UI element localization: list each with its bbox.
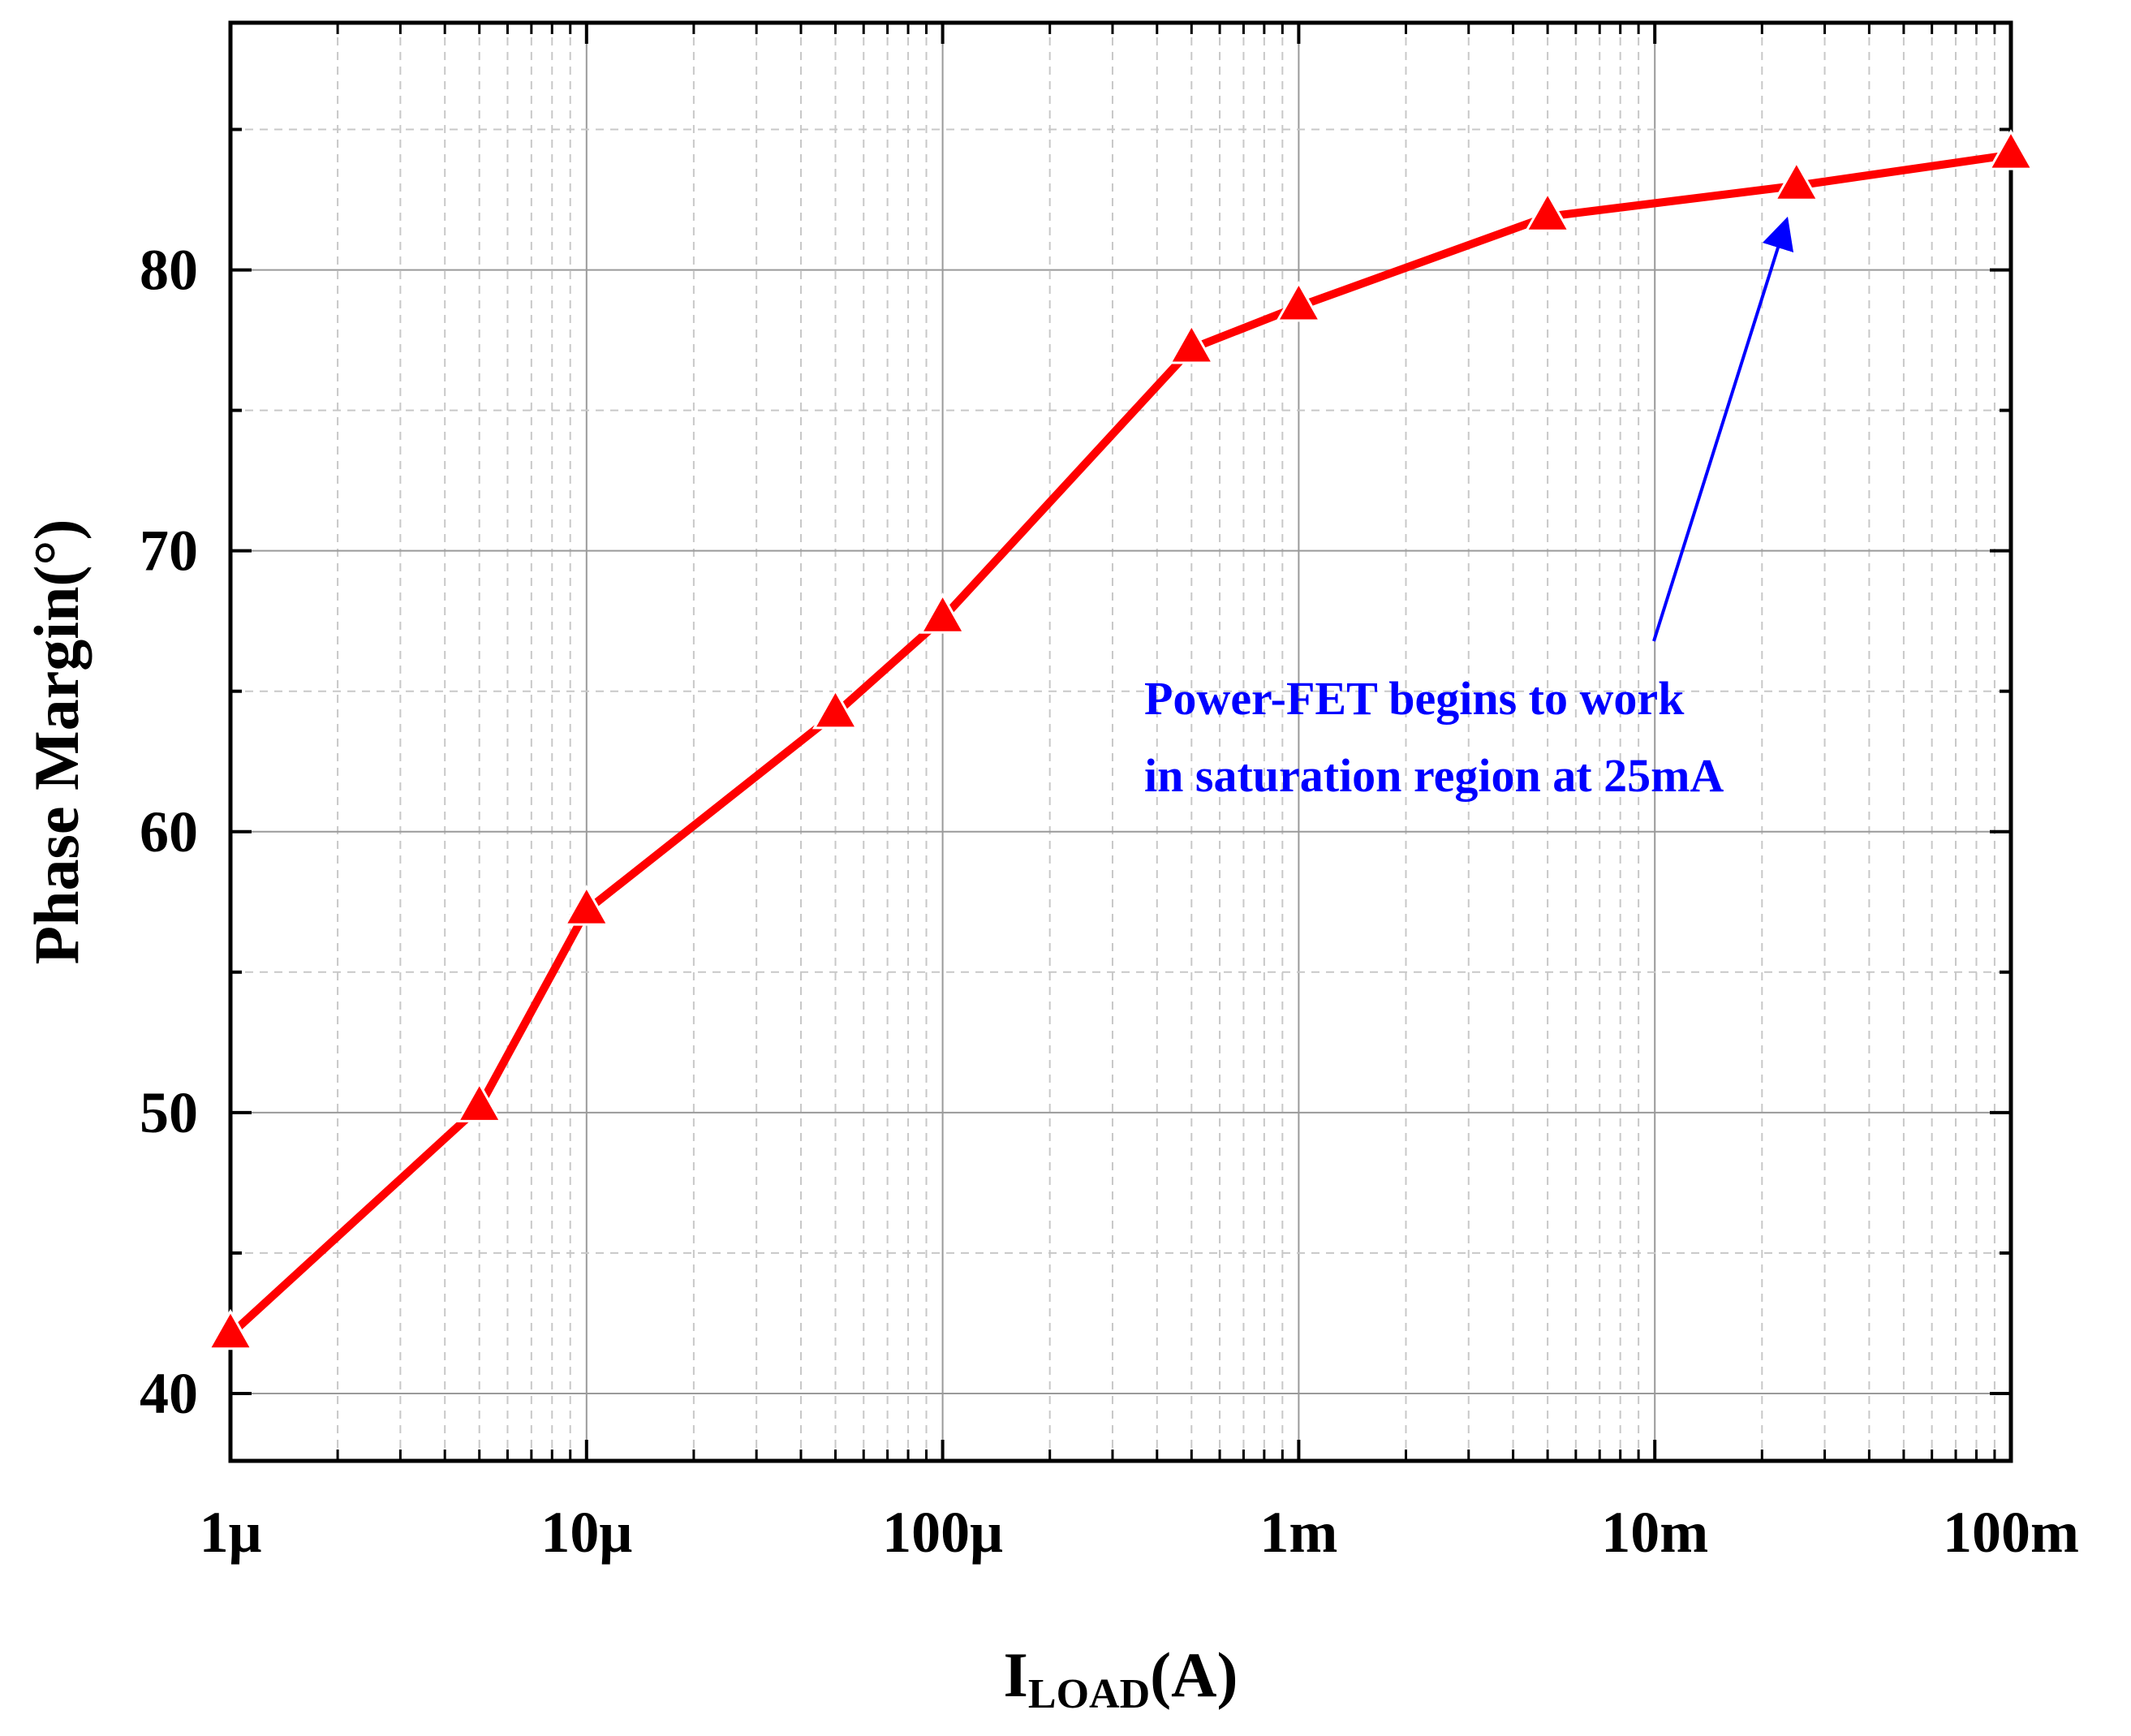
x-axis-title-unit: (A): [1150, 1639, 1238, 1710]
x-axis-title-subscript: LOAD: [1028, 1671, 1150, 1717]
plot-frame: [228, 20, 2013, 1463]
x-axis-title: ILOAD(A): [1004, 1639, 1238, 1717]
data-point-marker: [1524, 191, 1571, 232]
x-tick-label: 100μ: [882, 1500, 1003, 1565]
y-tick-label: 70: [140, 519, 198, 584]
y-axis-title: Phase Margin(°): [21, 519, 92, 965]
data-point-marker: [1275, 280, 1322, 322]
series-layer: [207, 129, 2034, 1350]
y-tick-label: 80: [140, 238, 198, 303]
x-tick-label: 10μ: [540, 1500, 632, 1565]
data-point-marker: [1168, 322, 1215, 364]
y-tick-label: 50: [140, 1080, 198, 1145]
x-tick-label: 10m: [1601, 1500, 1708, 1565]
grid: [230, 23, 2011, 1461]
y-tick-label: 40: [140, 1361, 198, 1426]
x-tick-label: 1μ: [200, 1500, 262, 1565]
y-tick-label: 60: [140, 799, 198, 864]
data-point-marker: [207, 1308, 254, 1350]
data-point-marker: [919, 592, 966, 634]
annotation-arrow: [1652, 216, 1794, 642]
annotation-line-2: in saturation region at 25mA: [1144, 749, 1724, 802]
annotation: Power-FET begins to work in saturation r…: [1144, 216, 1794, 802]
annotation-line-1: Power-FET begins to work: [1144, 672, 1685, 725]
x-tick-label: 1m: [1259, 1500, 1337, 1565]
x-tick-label: 100m: [1943, 1500, 2079, 1565]
data-point-marker: [456, 1081, 503, 1122]
axes: 1μ 10μ 100μ 1m 10m 100m 40 50 60 70 80: [140, 20, 2079, 1565]
series-line: [226, 150, 2015, 1339]
data-point-marker: [812, 687, 859, 730]
data-point-marker: [1773, 160, 1820, 201]
x-axis-title-main: I: [1004, 1639, 1028, 1710]
data-point-marker: [563, 885, 610, 926]
data-point-marker: [1987, 129, 2034, 170]
